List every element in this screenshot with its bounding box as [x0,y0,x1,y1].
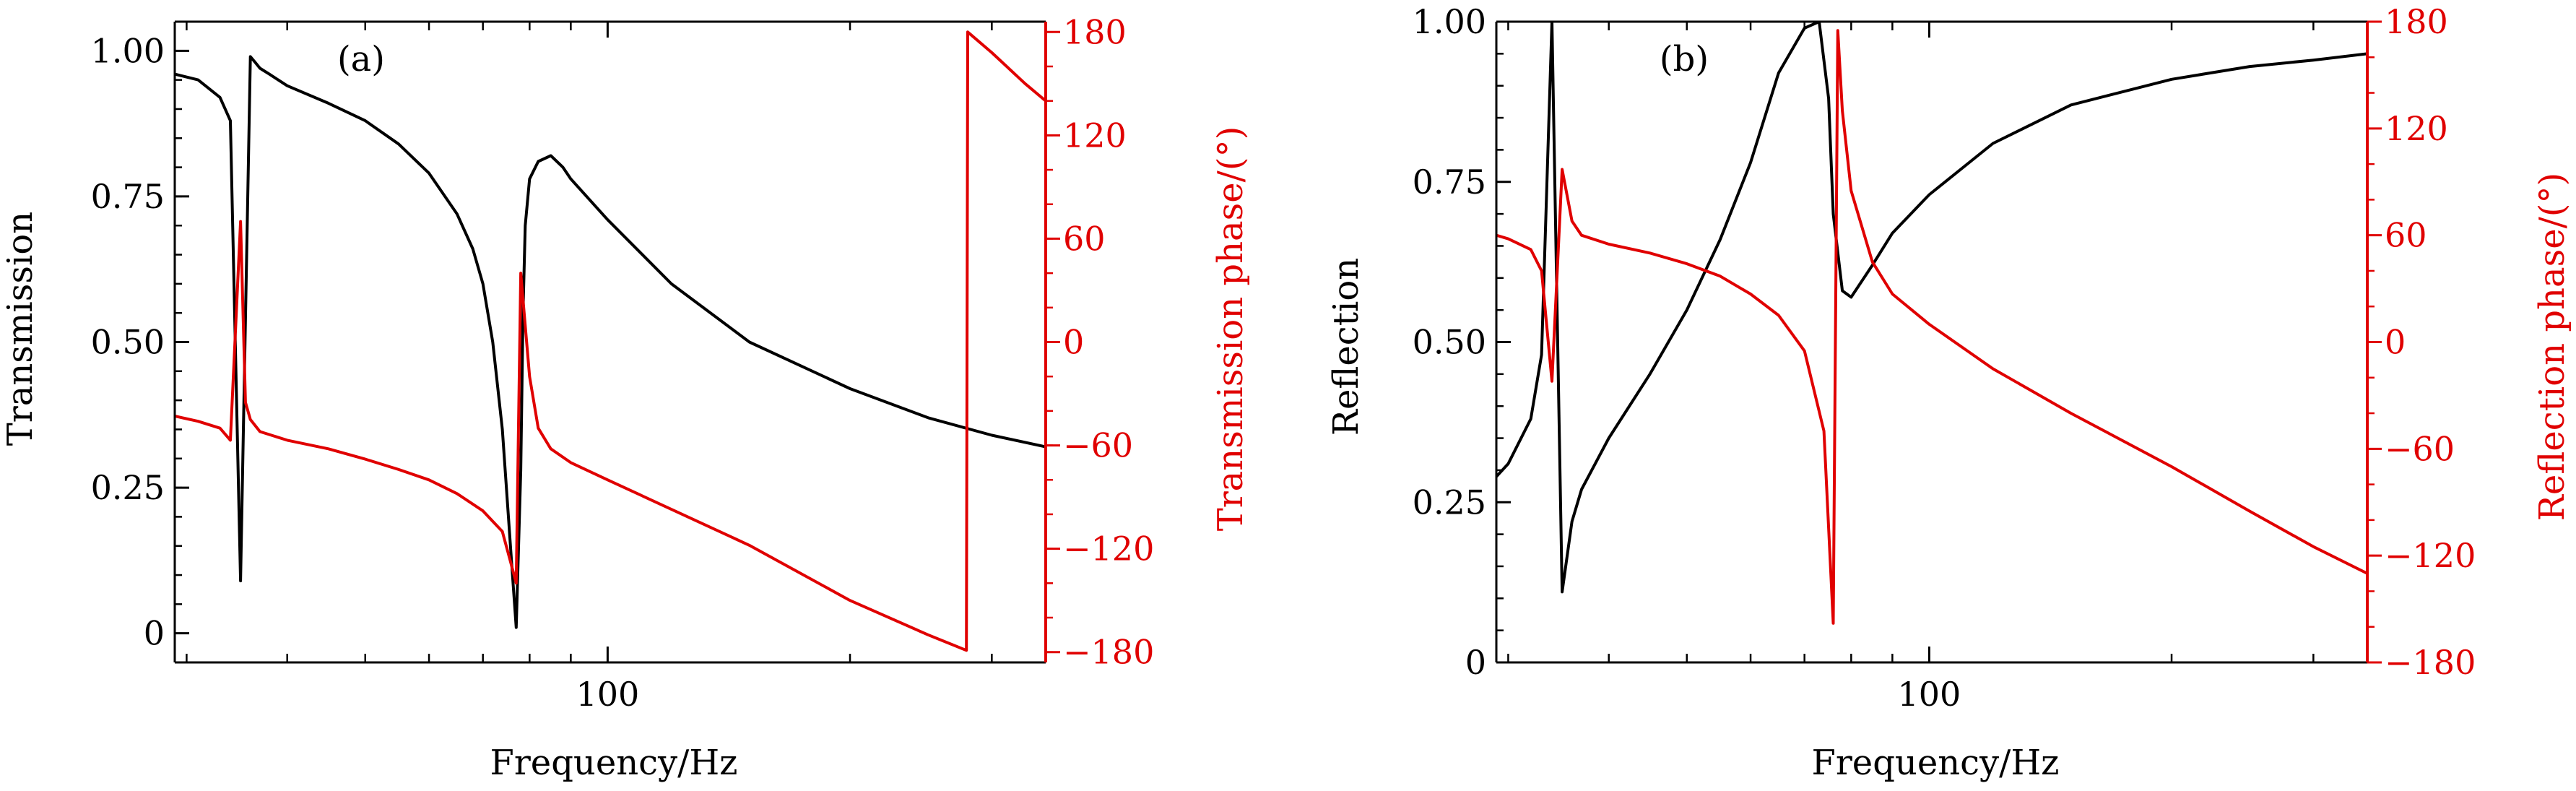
y-right-tick-label-b: 0 [2385,323,2406,362]
plot-a: 100 0 0.25 0.50 0.75 1.00 −180 −120 −60 0 60 120 180 [91,12,1155,714]
x-axis-label-a: Frequency/Hz [490,743,738,783]
y-right-tick-label-b: −60 [2385,429,2455,468]
y-right-tick-label-b: 60 [2385,216,2427,255]
y-right-tick-label-a: −120 [1063,530,1154,569]
series-right-b [1496,29,2367,625]
series-left-a [175,55,1046,629]
x-axis-label-b: Frequency/Hz [1812,743,2060,783]
y-left-tick-label-a: 0.25 [91,468,165,507]
y-right-tick-label-a: 120 [1063,116,1127,155]
y-left-tick-label-b: 0.50 [1413,323,1486,362]
panel-label-b: (b) [1660,39,1709,79]
y-right-tick-label-a: −180 [1063,633,1154,672]
x-tick-label-b: 100 [1897,675,1961,714]
y-axis-right-label-b: Reflection phase/(°) [2532,173,2572,521]
y-left-tick-label-a: 1.00 [91,31,165,70]
y-right-tick-label-a: 60 [1063,219,1106,258]
y-right-tick-label-b: 180 [2385,2,2448,41]
y-left-tick-label-b: 0.75 [1413,163,1486,202]
y-left-tick-label-b: 1.00 [1413,2,1486,41]
y-right-tick-label-a: 0 [1063,323,1084,362]
y-right-tick-label-b: 120 [2385,109,2448,148]
panel-a: (a) Frequency/Hz Transmission Transmissi… [0,39,1251,783]
y-right-tick-label-a: −60 [1063,426,1133,465]
y-axis-left-label-b: Reflection [1326,258,1366,436]
y-right-tick-label-b: −120 [2385,536,2476,575]
y-right-tick-label-b: −180 [2385,643,2476,682]
y-right-tick-label-a: 180 [1063,12,1127,51]
plot-b: 100 0 0.25 0.50 0.75 1.00 −180 −120 −60 0 60 120 180 [1413,2,2476,714]
y-left-tick-label-a: 0 [144,614,165,653]
series-left-b [1496,22,2367,594]
y-left-tick-label-b: 0 [1465,643,1486,682]
panel-b: (b) Frequency/Hz Reflection Reflection p… [1326,39,2572,783]
series-right-a [175,30,1046,652]
y-left-tick-label-a: 0.50 [91,323,165,362]
panel-label-a: (a) [337,39,385,79]
y-axis-left-label-a: Transmission [0,212,40,446]
y-axis-right-label-a: Transmission phase/(°) [1210,126,1251,532]
y-left-tick-label-a: 0.75 [91,177,165,216]
y-left-tick-label-b: 0.25 [1413,483,1486,522]
x-tick-label-a: 100 [576,675,639,714]
